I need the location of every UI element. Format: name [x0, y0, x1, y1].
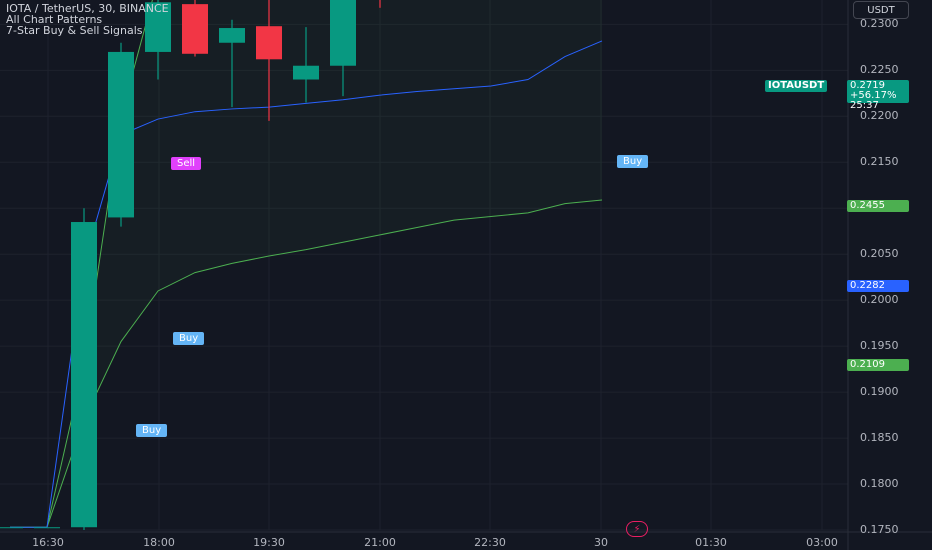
price-tick-label: 0.2050 — [860, 247, 899, 261]
candle-body — [108, 51, 134, 218]
lower-band-line — [10, 199, 603, 528]
time-tick-label: 16:30 — [32, 536, 64, 549]
time-tick-label: 22:30 — [474, 536, 506, 549]
price-tick-label: 0.1900 — [860, 385, 899, 399]
time-tick-label: 03:00 — [806, 536, 838, 549]
candle-body — [34, 527, 60, 529]
bar-countdown: 25:37 — [850, 100, 879, 111]
time-tick-label: 30 — [594, 536, 608, 549]
price-tick-label: 0.1950 — [860, 339, 899, 353]
lower-band-tag: 0.2109 — [847, 359, 909, 371]
time-tick-label: 18:00 — [143, 536, 175, 549]
buy-signal-label: Buy — [136, 424, 168, 437]
candle-body — [71, 222, 97, 528]
candle-body — [0, 527, 23, 529]
candle-body — [330, 0, 356, 66]
last-price-value: 0.2719 — [850, 80, 885, 91]
sell-signal-label: Sell — [171, 157, 202, 170]
upper-band-tag: 0.2455 — [847, 200, 909, 212]
candle-body — [145, 2, 171, 52]
price-tick-label: 0.1850 — [860, 431, 899, 445]
indicator-chart-patterns[interactable]: All Chart Patterns — [6, 13, 103, 26]
symbol-label-tag: IOTAUSDT — [765, 80, 828, 92]
mid-band-tag: 0.2282 — [847, 280, 909, 292]
candle-body — [182, 4, 208, 54]
candle-body — [293, 65, 319, 80]
price-tick-label: 0.2150 — [860, 155, 899, 169]
price-tick-label: 0.2000 — [860, 293, 899, 307]
price-tick-label: 0.2200 — [860, 109, 899, 123]
price-tick-label: 0.2250 — [860, 63, 899, 77]
time-tick-label: 19:30 — [253, 536, 285, 549]
indicator-buy-sell-signals[interactable]: 7-Star Buy & Sell Signals — [6, 24, 143, 37]
time-tick-label: 21:00 — [364, 536, 396, 549]
price-tick-label: 0.1800 — [860, 477, 899, 491]
price-tick-label: 0.1750 — [860, 523, 899, 536]
last-price-tag: 0.2719 +56.17% 25:37 — [847, 80, 909, 111]
symbol-title[interactable]: IOTA / TetherUS, 30, BINANCE — [6, 2, 169, 15]
candle-body — [256, 26, 282, 60]
price-tick-label: 0.2300 — [860, 17, 899, 31]
currency-button[interactable]: USDT — [853, 1, 909, 19]
buy-signal-label: Buy — [173, 332, 205, 345]
lightning-icon[interactable]: ⚡ — [626, 521, 648, 537]
band-fill — [47, 0, 602, 528]
time-tick-label: 01:30 — [695, 536, 727, 549]
buy-signal-label: Buy — [617, 155, 649, 168]
price-change-value: +56.17% — [850, 90, 897, 101]
candle-body — [219, 28, 245, 43]
chart-legend: IOTA / TetherUS, 30, BINANCE All Chart P… — [6, 3, 169, 36]
